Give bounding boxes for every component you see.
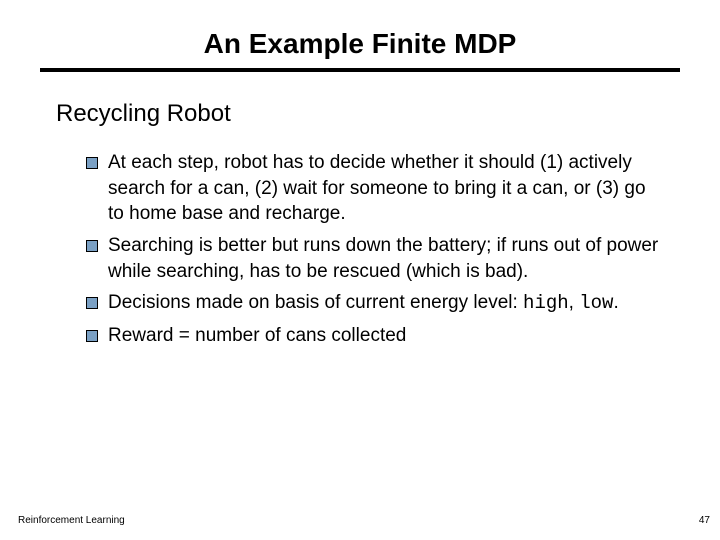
footer-page-number: 47	[699, 515, 710, 526]
footer-left-text: Reinforcement Learning	[18, 515, 125, 526]
bullet-item: Reward = number of cans collected	[86, 323, 664, 349]
title-wrap: An Example Finite MDP	[0, 0, 720, 60]
bullet-item: Decisions made on basis of current energ…	[86, 290, 664, 317]
bullet-list: At each step, robot has to decide whethe…	[0, 128, 720, 348]
slide-footer: Reinforcement Learning 47	[18, 515, 710, 526]
slide-title: An Example Finite MDP	[40, 28, 680, 60]
slide: An Example Finite MDP Recycling Robot At…	[0, 0, 720, 540]
bullet-item: At each step, robot has to decide whethe…	[86, 150, 664, 227]
slide-subtitle: Recycling Robot	[0, 72, 720, 128]
bullet-item: Searching is better but runs down the ba…	[86, 233, 664, 284]
